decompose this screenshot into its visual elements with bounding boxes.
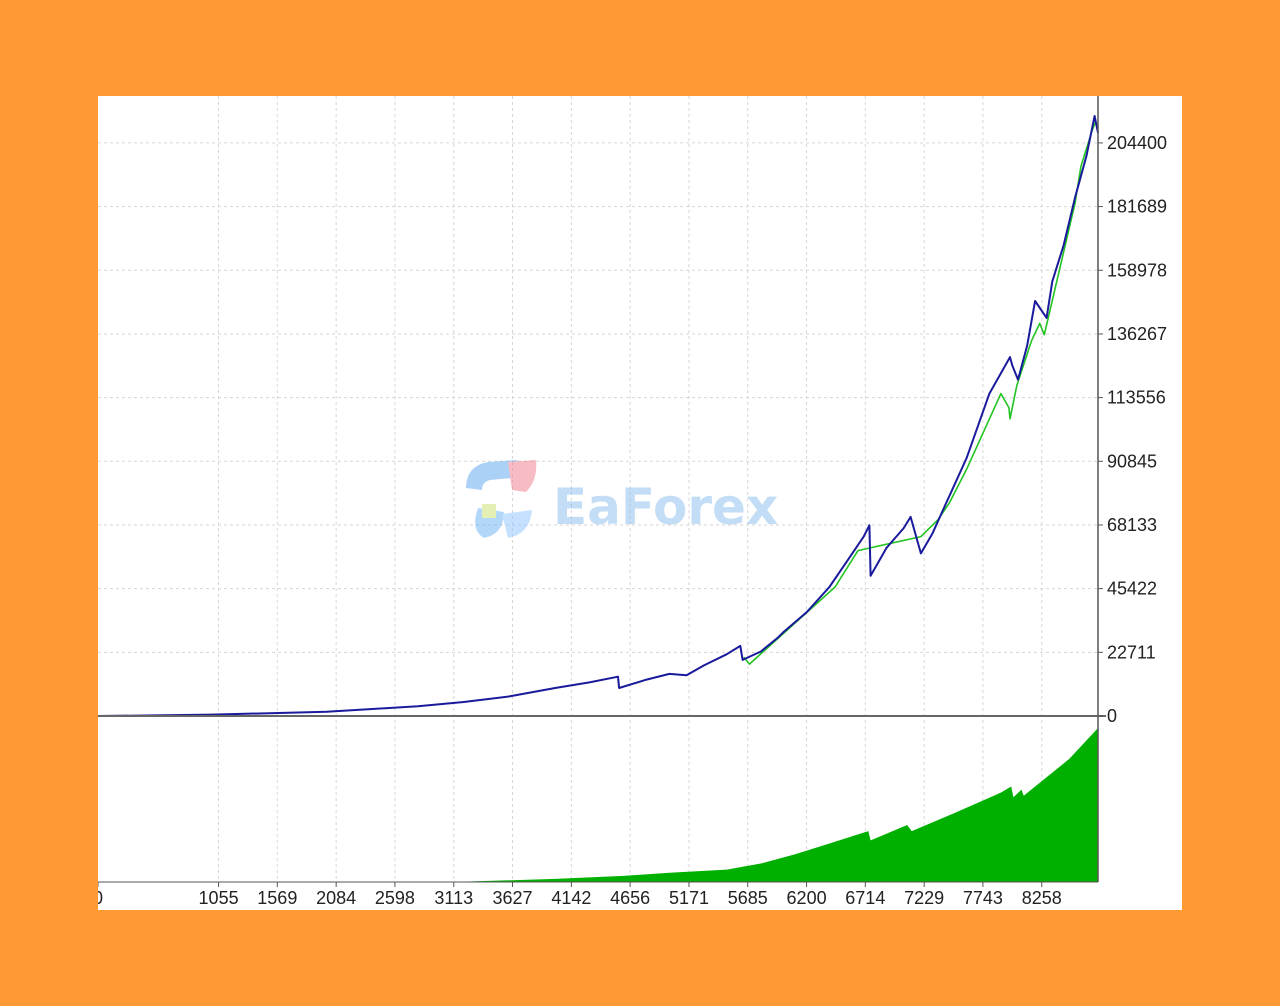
y-tick-label: 158978 <box>1107 260 1167 280</box>
y-tick-label: 113556 <box>1107 388 1166 408</box>
x-tick-label: 7229 <box>904 888 944 908</box>
equity-chart: EaForex 0 22711 45422 68133 90845 113556 13626… <box>98 96 1167 908</box>
deposit-load-panel <box>452 728 1098 882</box>
watermark: EaForex <box>466 460 778 538</box>
x-tick-label: 8258 <box>1022 888 1062 908</box>
x-axis-ticks: 0 1055 1569 2084 2598 3113 3627 4142 4656 5171 568… <box>98 882 1062 908</box>
x-tick-label: 2084 <box>316 888 356 908</box>
y-tick-label: 90845 <box>1107 451 1157 471</box>
x-tick-label: 0 <box>98 888 103 908</box>
x-tick-label: 2598 <box>375 888 415 908</box>
x-tick-label: 4656 <box>610 888 650 908</box>
eaforex-logo-icon <box>466 460 537 538</box>
x-tick-label: 4142 <box>551 888 591 908</box>
balance-line <box>98 115 1099 717</box>
y-tick-label: 68133 <box>1107 515 1157 535</box>
chart-panel: EaForex 0 22711 45422 68133 90845 113556 13626… <box>98 96 1182 910</box>
y-tick-label: 181689 <box>1107 197 1167 217</box>
y-tick-label: 45422 <box>1107 579 1157 599</box>
x-tick-label: 1569 <box>257 888 297 908</box>
equity-line <box>743 121 1097 665</box>
axes <box>98 96 1106 883</box>
x-tick-label: 6200 <box>787 888 827 908</box>
x-tick-label: 5685 <box>728 888 768 908</box>
y-tick-label: 0 <box>1107 706 1117 726</box>
y-tick-label: 204400 <box>1107 133 1167 153</box>
grid <box>98 96 1098 882</box>
x-tick-label: 3627 <box>492 888 532 908</box>
x-tick-label: 6714 <box>845 888 885 908</box>
x-tick-label: 3113 <box>434 888 473 908</box>
y-tick-label: 22711 <box>1107 642 1156 662</box>
y-tick-label: 136267 <box>1107 324 1167 344</box>
series-lines <box>98 115 1099 717</box>
x-tick-label: 7743 <box>963 888 1003 908</box>
y-axis-ticks: 0 22711 45422 68133 90845 113556 136267 158978 1… <box>1098 133 1167 726</box>
deposit-load-area <box>452 728 1098 882</box>
watermark-text: EaForex <box>553 478 778 536</box>
x-tick-label: 1055 <box>199 888 239 908</box>
x-tick-label: 5171 <box>669 888 709 908</box>
